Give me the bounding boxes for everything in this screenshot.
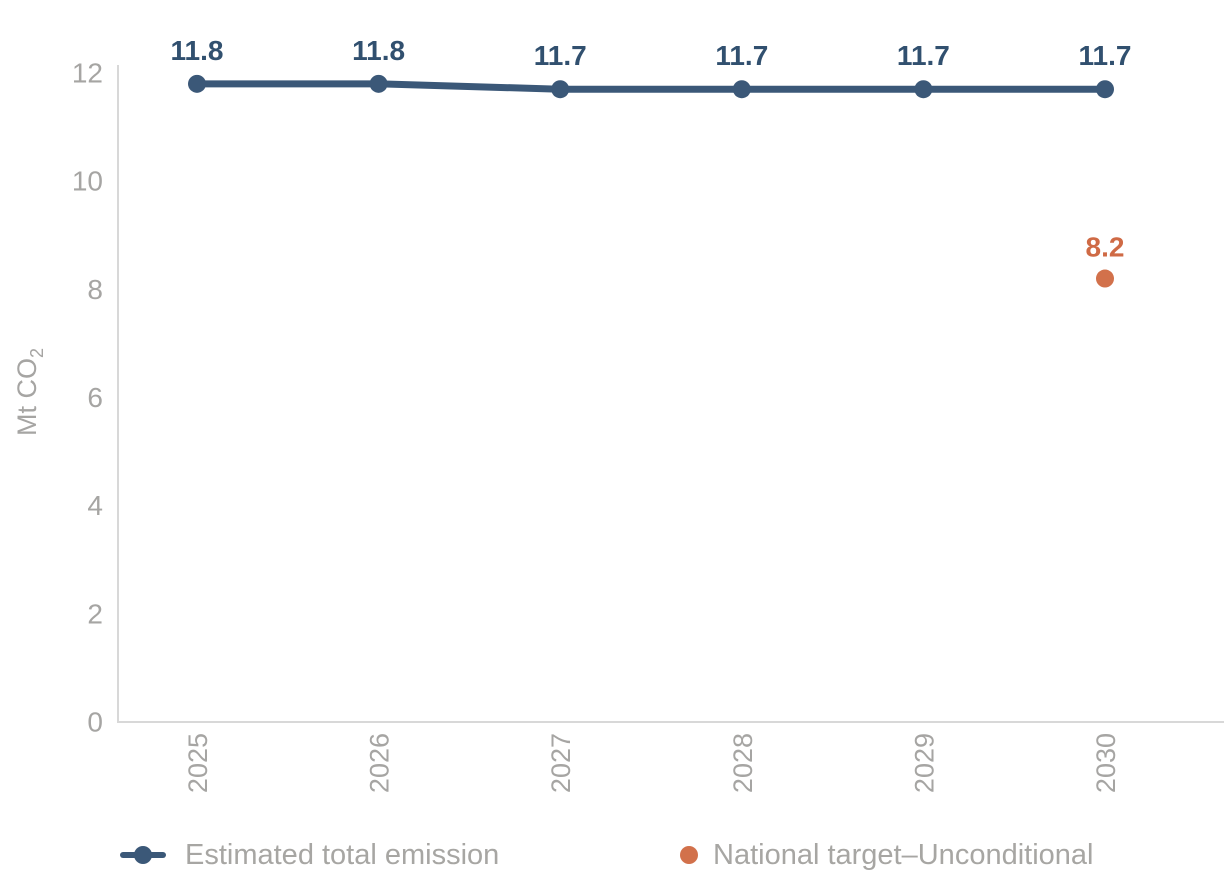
x-tick-label: 2029 bbox=[909, 733, 939, 793]
y-axis-title-main: Mt CO bbox=[12, 358, 42, 436]
series-point-label: 11.8 bbox=[171, 35, 224, 66]
series-point-label: 11.7 bbox=[897, 40, 950, 71]
y-axis-title: Mt CO2 bbox=[12, 348, 47, 436]
series-point bbox=[914, 80, 933, 99]
y-axis-title-subscript: 2 bbox=[27, 348, 47, 358]
series-point-label: 11.7 bbox=[1079, 40, 1132, 71]
x-tick-label: 2028 bbox=[728, 733, 758, 793]
series-point bbox=[369, 74, 388, 93]
series-point bbox=[188, 74, 206, 93]
series-point-label: 11.7 bbox=[715, 40, 768, 71]
x-tick-label: 2027 bbox=[546, 733, 576, 793]
plot-area: 0 2 4 6 8 10 12 2025 2026 2027 2028 2029 2030 11.8 11.… bbox=[72, 35, 1224, 793]
y-tick-label: 10 bbox=[72, 166, 103, 197]
legend-label: National target–Unconditional bbox=[713, 838, 1094, 871]
y-tick-label: 12 bbox=[72, 58, 103, 89]
x-tick-label: 2025 bbox=[183, 733, 213, 793]
line-dot-marker-icon bbox=[120, 846, 166, 864]
y-tick-label: 4 bbox=[87, 490, 103, 521]
series-point bbox=[732, 80, 751, 99]
target-point bbox=[1096, 269, 1114, 288]
y-tick-label: 8 bbox=[87, 274, 103, 305]
y-tick-label: 6 bbox=[87, 382, 103, 413]
target-point-label: 8.2 bbox=[1086, 232, 1125, 263]
x-tick-label: 2026 bbox=[365, 733, 395, 793]
y-tick-label: 2 bbox=[87, 598, 103, 629]
series-line bbox=[193, 80, 1109, 93]
series-point bbox=[551, 80, 570, 99]
dot-marker-icon bbox=[680, 846, 698, 864]
legend-item-national-target-unconditional: National target–Unconditional bbox=[678, 838, 1093, 872]
series-point-label: 11.7 bbox=[534, 40, 587, 71]
legend-label: Estimated total emission bbox=[185, 838, 500, 871]
x-tick-label: 2030 bbox=[1091, 733, 1121, 793]
series-point-label: 11.8 bbox=[352, 35, 405, 66]
series-point bbox=[1096, 80, 1114, 99]
y-tick-label: 0 bbox=[87, 707, 103, 738]
legend-item-estimated-total-emission: Estimated total emission bbox=[120, 838, 499, 872]
